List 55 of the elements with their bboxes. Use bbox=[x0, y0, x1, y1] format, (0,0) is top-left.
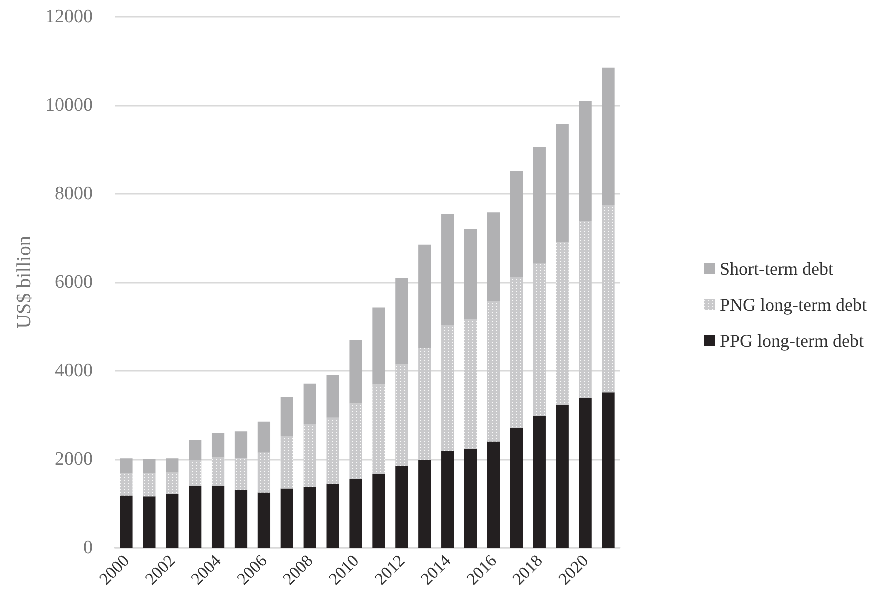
bar bbox=[212, 486, 225, 548]
bar bbox=[487, 442, 500, 548]
bar bbox=[166, 458, 179, 473]
bar bbox=[350, 340, 362, 404]
bar bbox=[396, 278, 408, 365]
y-axis-title: US$ billion bbox=[14, 236, 36, 329]
bar bbox=[556, 124, 569, 242]
bar bbox=[510, 428, 524, 548]
bar bbox=[258, 492, 271, 548]
bar bbox=[442, 214, 454, 326]
bar bbox=[234, 490, 248, 548]
bar bbox=[464, 449, 478, 548]
bar bbox=[280, 488, 294, 548]
bar bbox=[372, 308, 386, 385]
bar bbox=[326, 374, 340, 418]
bar bbox=[602, 68, 615, 206]
bar bbox=[350, 478, 362, 548]
bar bbox=[120, 458, 133, 474]
bar bbox=[464, 228, 478, 320]
y-tick-label: 2000 bbox=[55, 449, 93, 470]
bar bbox=[556, 406, 569, 548]
bar bbox=[189, 486, 202, 548]
y-tick-label: 0 bbox=[84, 538, 93, 558]
legend-label: PPG long-term debt bbox=[720, 331, 864, 351]
bar bbox=[442, 452, 454, 548]
bar bbox=[418, 460, 432, 548]
bar bbox=[120, 496, 133, 548]
bar bbox=[234, 432, 248, 459]
bar bbox=[258, 422, 271, 453]
bar bbox=[212, 433, 225, 458]
bar bbox=[533, 416, 546, 548]
y-tick-label: 6000 bbox=[55, 272, 93, 293]
bar bbox=[304, 384, 316, 425]
bar bbox=[372, 474, 386, 548]
y-tick-label: 8000 bbox=[55, 184, 93, 204]
bar bbox=[143, 460, 156, 474]
bar bbox=[579, 398, 592, 548]
y-tick-label: 12000 bbox=[46, 6, 93, 28]
bar bbox=[189, 440, 202, 460]
bar bbox=[533, 147, 546, 264]
y-tick-label: 10000 bbox=[46, 95, 93, 116]
bar bbox=[143, 496, 156, 548]
bar bbox=[510, 170, 524, 278]
bar bbox=[166, 494, 179, 548]
legend-label: PNG long-term debt bbox=[720, 295, 868, 315]
bar bbox=[579, 101, 592, 221]
bar bbox=[487, 212, 500, 302]
bar bbox=[280, 398, 294, 436]
y-tick-label: 4000 bbox=[55, 360, 93, 382]
bar bbox=[304, 487, 316, 548]
bar bbox=[602, 392, 615, 548]
legend-label: Short-term debt bbox=[720, 259, 834, 279]
bar bbox=[418, 244, 432, 348]
bar bbox=[326, 484, 340, 548]
bar bbox=[396, 466, 408, 548]
